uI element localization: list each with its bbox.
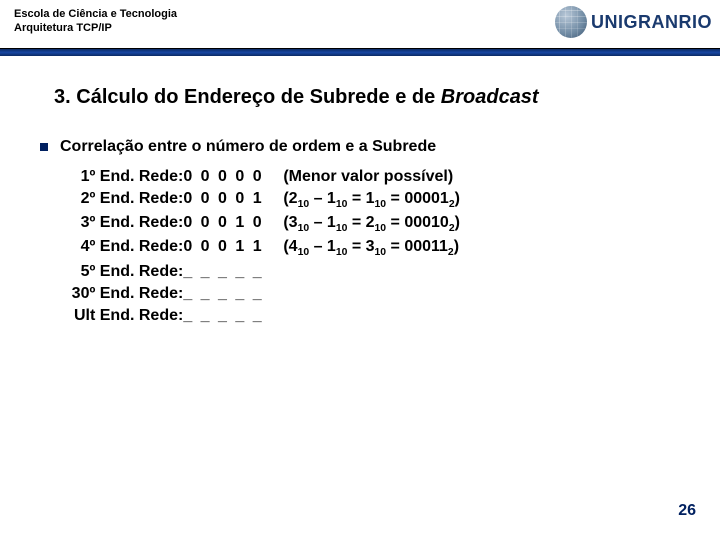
header-course: Arquitetura TCP/IP xyxy=(14,22,177,34)
brand-logo: UNIGRANRIO xyxy=(555,4,712,38)
table-row: 4º End. Rede : 0 0 0 1 1 (410 – 110 = 31… xyxy=(62,236,460,260)
table-row: 1º End. Rede : 0 0 0 0 0 (Menor valor po… xyxy=(62,166,460,188)
title-number: 3. xyxy=(54,86,71,108)
row-label: 5º End. Rede xyxy=(62,261,178,283)
square-bullet-icon xyxy=(40,143,48,151)
row-bits: 0 0 0 1 1 xyxy=(183,236,283,260)
header-school: Escola de Ciência e Tecnologia xyxy=(14,8,177,20)
row-expl: (Menor valor possível) xyxy=(283,166,460,188)
table-row: Ult End. Rede : _ _ _ _ _ xyxy=(62,305,460,327)
row-expl xyxy=(283,261,460,283)
row-bits: 0 0 0 1 0 xyxy=(183,212,283,236)
row-bits: 0 0 0 0 0 xyxy=(183,166,283,188)
row-bits: 0 0 0 0 1 xyxy=(183,188,283,212)
table-row: 5º End. Rede : _ _ _ _ _ xyxy=(62,261,460,283)
row-label: 1º End. Rede xyxy=(62,166,178,188)
table-row: 2º End. Rede : 0 0 0 0 1 (210 – 110 = 11… xyxy=(62,188,460,212)
row-bits: _ _ _ _ _ xyxy=(183,261,283,283)
row-label: 3º End. Rede xyxy=(62,212,178,236)
slide-header: Escola de Ciência e Tecnologia Arquitetu… xyxy=(0,0,720,48)
row-label: 4º End. Rede xyxy=(62,236,178,260)
brand-name: UNIGRANRIO xyxy=(591,12,712,33)
row-bits: _ _ _ _ _ xyxy=(183,283,283,305)
row-expl: (210 – 110 = 110 = 000012) xyxy=(283,188,460,212)
row-label: 2º End. Rede xyxy=(62,188,178,212)
header-divider xyxy=(0,48,720,56)
title-text: Cálculo do Endereço de Subrede e de xyxy=(76,86,441,108)
header-left: Escola de Ciência e Tecnologia Arquitetu… xyxy=(14,4,177,34)
table-row: 30º End. Rede : _ _ _ _ _ xyxy=(62,283,460,305)
row-expl xyxy=(283,283,460,305)
section-title: 3. Cálculo do Endereço de Subrede e de B… xyxy=(54,86,680,109)
title-italic: Broadcast xyxy=(441,86,539,108)
row-bits: _ _ _ _ _ xyxy=(183,305,283,327)
slide-content: 3. Cálculo do Endereço de Subrede e de B… xyxy=(0,56,720,327)
row-expl xyxy=(283,305,460,327)
bullet-text: Correlação entre o número de ordem e a S… xyxy=(60,138,436,156)
subnet-table: 1º End. Rede : 0 0 0 0 0 (Menor valor po… xyxy=(62,166,460,327)
globe-icon xyxy=(555,6,587,38)
row-label: 30º End. Rede xyxy=(62,283,178,305)
bullet-row: Correlação entre o número de ordem e a S… xyxy=(40,137,680,156)
row-expl: (310 – 110 = 210 = 000102) xyxy=(283,212,460,236)
row-expl: (410 – 110 = 310 = 000112) xyxy=(283,236,460,260)
table-row: 3º End. Rede : 0 0 0 1 0 (310 – 110 = 21… xyxy=(62,212,460,236)
page-number: 26 xyxy=(678,502,696,520)
row-label: Ult End. Rede xyxy=(62,305,178,327)
